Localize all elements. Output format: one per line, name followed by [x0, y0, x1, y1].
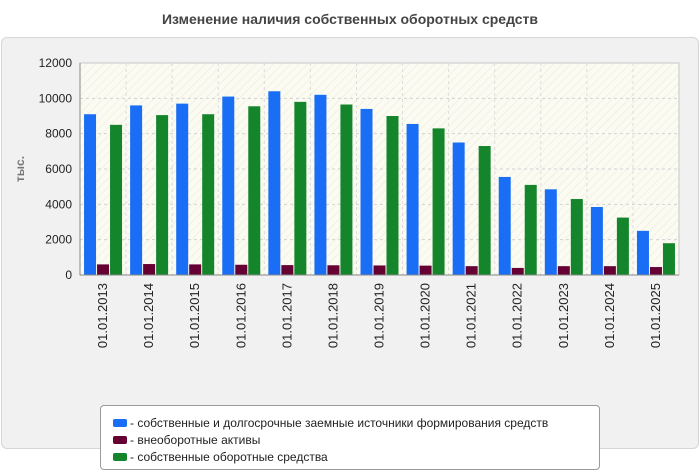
x-tick-label: 01.01.2021 — [464, 283, 479, 348]
chart-panel: 0 2000 4000 6000 8000 10000 12000 01.01.2013 01.… — [1, 37, 699, 470]
bar-01.01.2025-series-0 — [636, 230, 649, 275]
x-tick-label: 01.01.2015 — [187, 283, 202, 348]
bar-01.01.2013-series-0 — [84, 114, 97, 275]
legend-item-sources: - собственные и долгосрочные заемные ист… — [101, 414, 599, 431]
legend-swatch-noncurrent-assets — [113, 435, 127, 444]
y-tick-label: 2000 — [45, 233, 72, 247]
bar-01.01.2014-series-0 — [130, 105, 143, 276]
x-tick-label: 01.01.2018 — [325, 283, 340, 348]
bar-01.01.2024-series-2 — [616, 217, 629, 275]
bar-01.01.2017-series-1 — [281, 265, 294, 275]
legend-swatch-sources — [113, 418, 127, 427]
bar-01.01.2023-series-2 — [570, 199, 583, 275]
bar-01.01.2014-series-1 — [143, 264, 156, 275]
x-tick-label: 01.01.2017 — [279, 283, 294, 348]
bar-01.01.2013-series-2 — [110, 124, 123, 275]
x-tick-label: 01.01.2025 — [648, 283, 663, 348]
x-tick-label: 01.01.2014 — [141, 283, 156, 348]
bar-01.01.2019-series-1 — [373, 265, 386, 275]
bar-01.01.2014-series-2 — [156, 115, 169, 275]
x-tick-label: 01.01.2024 — [602, 283, 617, 348]
bar-01.01.2018-series-0 — [314, 94, 327, 275]
chart-title: Изменение наличия собственных оборотных … — [161, 11, 539, 27]
y-tick-label: 8000 — [45, 127, 72, 141]
bar-01.01.2015-series-0 — [176, 103, 189, 275]
y-tick-label: 12000 — [39, 56, 73, 70]
bar-01.01.2020-series-2 — [432, 128, 445, 275]
bar-01.01.2025-series-2 — [662, 243, 675, 275]
bar-01.01.2022-series-0 — [498, 176, 511, 275]
x-tick-label: 01.01.2023 — [556, 283, 571, 348]
x-tick-label: 01.01.2019 — [372, 283, 387, 348]
legend-item-noncurrent-assets: - внеоборотные активы — [101, 431, 599, 448]
bar-01.01.2022-series-1 — [511, 267, 524, 275]
legend-label-noncurrent-assets: - внеоборотные активы — [130, 432, 261, 447]
bar-01.01.2013-series-1 — [97, 264, 110, 275]
x-tick-label: 01.01.2013 — [95, 283, 110, 348]
legend-label-working-capital: - собственные оборотные средства — [130, 449, 328, 464]
bar-01.01.2023-series-1 — [557, 266, 570, 275]
bar-01.01.2015-series-2 — [202, 114, 215, 275]
bar-01.01.2025-series-1 — [649, 267, 662, 275]
bar-01.01.2024-series-0 — [590, 206, 603, 275]
x-tick-label: 01.01.2022 — [510, 283, 525, 348]
y-tick-label: 6000 — [45, 162, 72, 176]
bar-01.01.2021-series-0 — [452, 142, 465, 275]
plot-area — [79, 62, 680, 276]
bar-01.01.2024-series-1 — [603, 266, 616, 275]
bar-01.01.2023-series-0 — [544, 189, 557, 275]
bar-01.01.2020-series-0 — [406, 123, 419, 275]
bar-01.01.2016-series-1 — [235, 264, 248, 275]
x-tick-label: 01.01.2016 — [233, 283, 248, 348]
y-tick-label: 0 — [65, 268, 72, 282]
bar-01.01.2019-series-2 — [386, 116, 399, 275]
bar-01.01.2020-series-1 — [419, 265, 432, 275]
bar-01.01.2018-series-2 — [340, 104, 353, 276]
bar-01.01.2021-series-1 — [465, 266, 478, 275]
bar-01.01.2021-series-2 — [478, 146, 491, 275]
bar-01.01.2022-series-2 — [524, 184, 537, 275]
bar-01.01.2016-series-0 — [222, 96, 235, 275]
x-tick-label: 01.01.2020 — [418, 283, 433, 348]
bar-01.01.2015-series-1 — [189, 264, 202, 275]
legend-label-sources: - собственные и долгосрочные заемные ист… — [130, 415, 549, 430]
bar-01.01.2018-series-1 — [327, 265, 340, 275]
legend: - собственные и долгосрочные заемные ист… — [100, 405, 600, 470]
y-tick-label: 4000 — [45, 197, 72, 211]
chart-plot: 0 2000 4000 6000 8000 10000 12000 01.01.2013 01.… — [13, 56, 680, 348]
y-tick-label: 10000 — [39, 91, 73, 105]
y-axis-label: тыс. — [13, 156, 27, 182]
legend-swatch-working-capital — [113, 452, 127, 461]
legend-item-working-capital: - собственные оборотные средства — [101, 448, 599, 465]
bar-01.01.2017-series-0 — [268, 91, 281, 275]
bar-01.01.2019-series-0 — [360, 108, 373, 275]
bar-01.01.2016-series-2 — [248, 106, 261, 276]
bar-01.01.2017-series-2 — [294, 101, 307, 275]
